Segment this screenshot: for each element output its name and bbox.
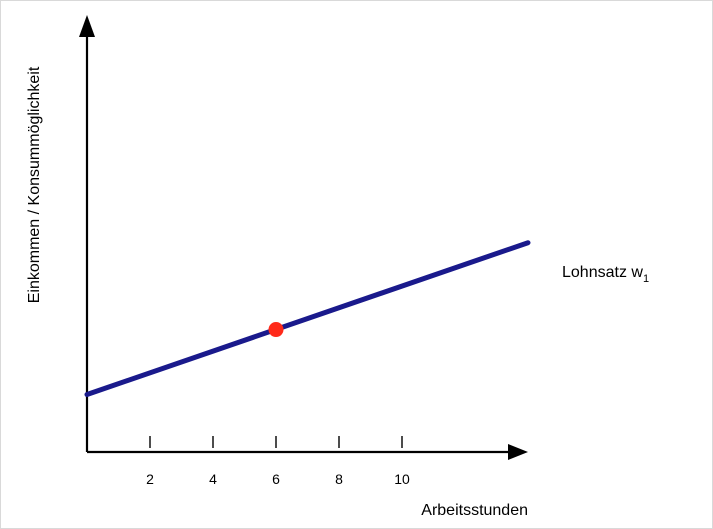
series: [84, 240, 531, 397]
series-label-name: Lohnsatz w: [562, 264, 643, 281]
x-tick-label: 4: [209, 471, 217, 487]
x-tick-label: 10: [394, 471, 410, 487]
series-label: Lohnsatz w1: [562, 264, 649, 285]
x-ticks: 2 4 6 8 10: [146, 436, 410, 487]
x-axis-label: Arbeitsstunden: [421, 502, 528, 519]
x-tick-label: 2: [146, 471, 154, 487]
y-axis-arrowhead: [79, 15, 95, 37]
highlight-point: [268, 322, 284, 338]
series-label-subscript: 1: [643, 273, 649, 285]
x-tick-label: 8: [335, 471, 343, 487]
x-axis-arrowhead: [508, 444, 528, 460]
y-axis-label: Einkommen / Konsummöglichkeit: [26, 66, 43, 303]
axes: [79, 15, 528, 460]
x-tick-label: 6: [272, 471, 280, 487]
series-line: [84, 240, 531, 397]
